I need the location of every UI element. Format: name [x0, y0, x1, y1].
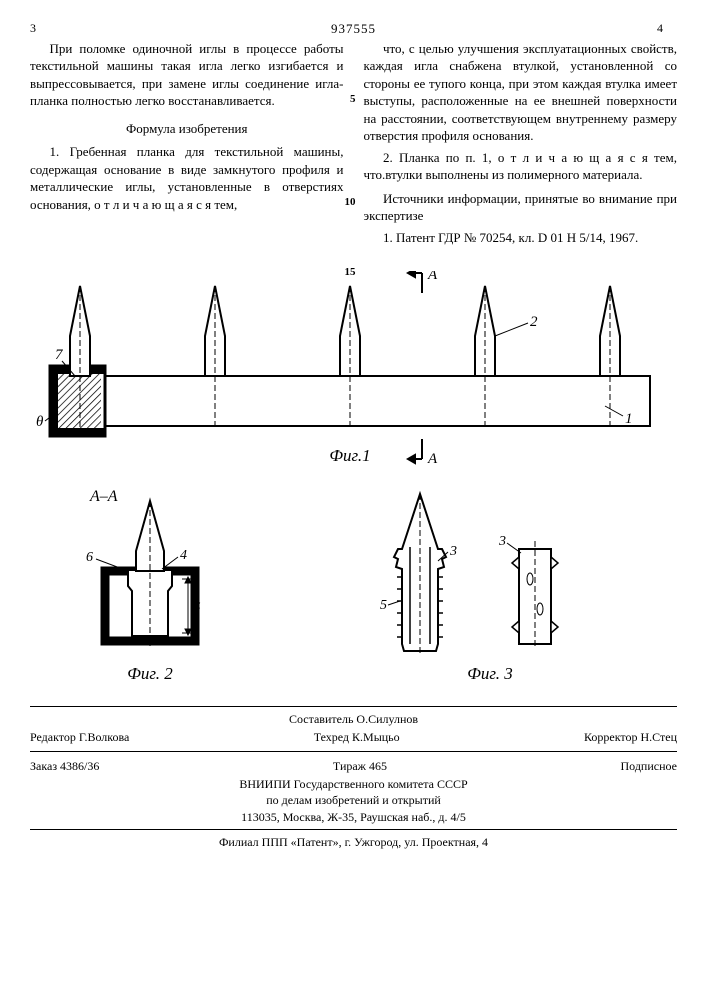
fig1-ref-2: 2: [530, 314, 538, 330]
fig3-ref-3b: 3: [498, 534, 506, 549]
page-num-left: 3: [30, 20, 50, 38]
fig2-section-title: A–A: [89, 488, 118, 505]
subscription: Подписное: [621, 758, 678, 774]
text-columns: 5 10 15 При поломке одиночной иглы в про…: [30, 40, 677, 251]
page-header: 3 937555 4: [30, 20, 677, 38]
page-num-right: 4: [657, 20, 677, 38]
org1: ВНИИПИ Государственного комитета СССР: [30, 776, 677, 792]
figures-svg: A A 7 θ 2 1 Фиг.1 A–A: [30, 271, 677, 691]
right-column: что, с целью улучшения эксплуатационных …: [364, 40, 678, 251]
techred: Техред К.Мыцьо: [314, 729, 400, 745]
fig1-ref-7: 7: [55, 347, 64, 363]
fig1-ref-1: 1: [625, 411, 633, 427]
source-1: 1. Патент ГДР № 70254, кл. D 01 H 5/14, …: [364, 229, 678, 247]
figures-area: A A 7 θ 2 1 Фиг.1 A–A: [30, 271, 677, 691]
compiler: Составитель О.Силулнов: [30, 711, 677, 727]
claim-2: 2. Планка по п. 1, о т л и ч а ю щ а я с…: [364, 149, 678, 184]
description-para: При поломке одиночной иглы в процессе ра…: [30, 40, 344, 110]
fig2-ref-6: 6: [86, 550, 93, 565]
fig1-section-bot: A: [427, 451, 438, 467]
fig3: 3 5: [380, 494, 558, 683]
fig1: A A 7 θ 2 1 Фиг.1: [36, 271, 650, 467]
line-num-10: 10: [345, 195, 356, 210]
branch: Филиал ППП «Патент», г. Ужгород, ул. Про…: [30, 834, 677, 850]
footer: Составитель О.Силулнов Редактор Г.Волков…: [30, 706, 677, 850]
fig3-ref-5: 5: [380, 598, 387, 613]
fig2-caption: Фиг. 2: [127, 664, 173, 683]
tirage: Тираж 465: [333, 758, 387, 774]
editor: Редактор Г.Волкова: [30, 729, 129, 745]
claim-1-cont: что, с целью улучшения эксплуатационных …: [364, 40, 678, 145]
fig1-caption: Фиг.1: [329, 446, 370, 465]
fig1-section-top: A: [427, 271, 438, 283]
claim-1: 1. Гребенная планка для текстильной маши…: [30, 143, 344, 213]
corrector: Корректор Н.Стец: [584, 729, 677, 745]
address1: 113035, Москва, Ж-35, Раушская наб., д. …: [30, 809, 677, 825]
line-num-5: 5: [350, 92, 356, 107]
fig2-ref-5: 5: [194, 599, 201, 614]
sources-title: Источники информации, принятые во вниман…: [364, 190, 678, 225]
formula-title: Формула изобретения: [30, 120, 344, 138]
fig2: A–A 5: [86, 488, 201, 683]
fig1-ref-theta: θ: [36, 414, 44, 430]
left-column: 5 10 15 При поломке одиночной иглы в про…: [30, 40, 344, 251]
fig2-ref-4: 4: [180, 548, 187, 563]
fig3-ref-3a: 3: [449, 544, 457, 559]
order: Заказ 4386/36: [30, 758, 99, 774]
patent-number: 937555: [331, 20, 376, 38]
fig3-caption: Фиг. 3: [467, 664, 513, 683]
org2: по делам изобретений и открытий: [30, 792, 677, 808]
